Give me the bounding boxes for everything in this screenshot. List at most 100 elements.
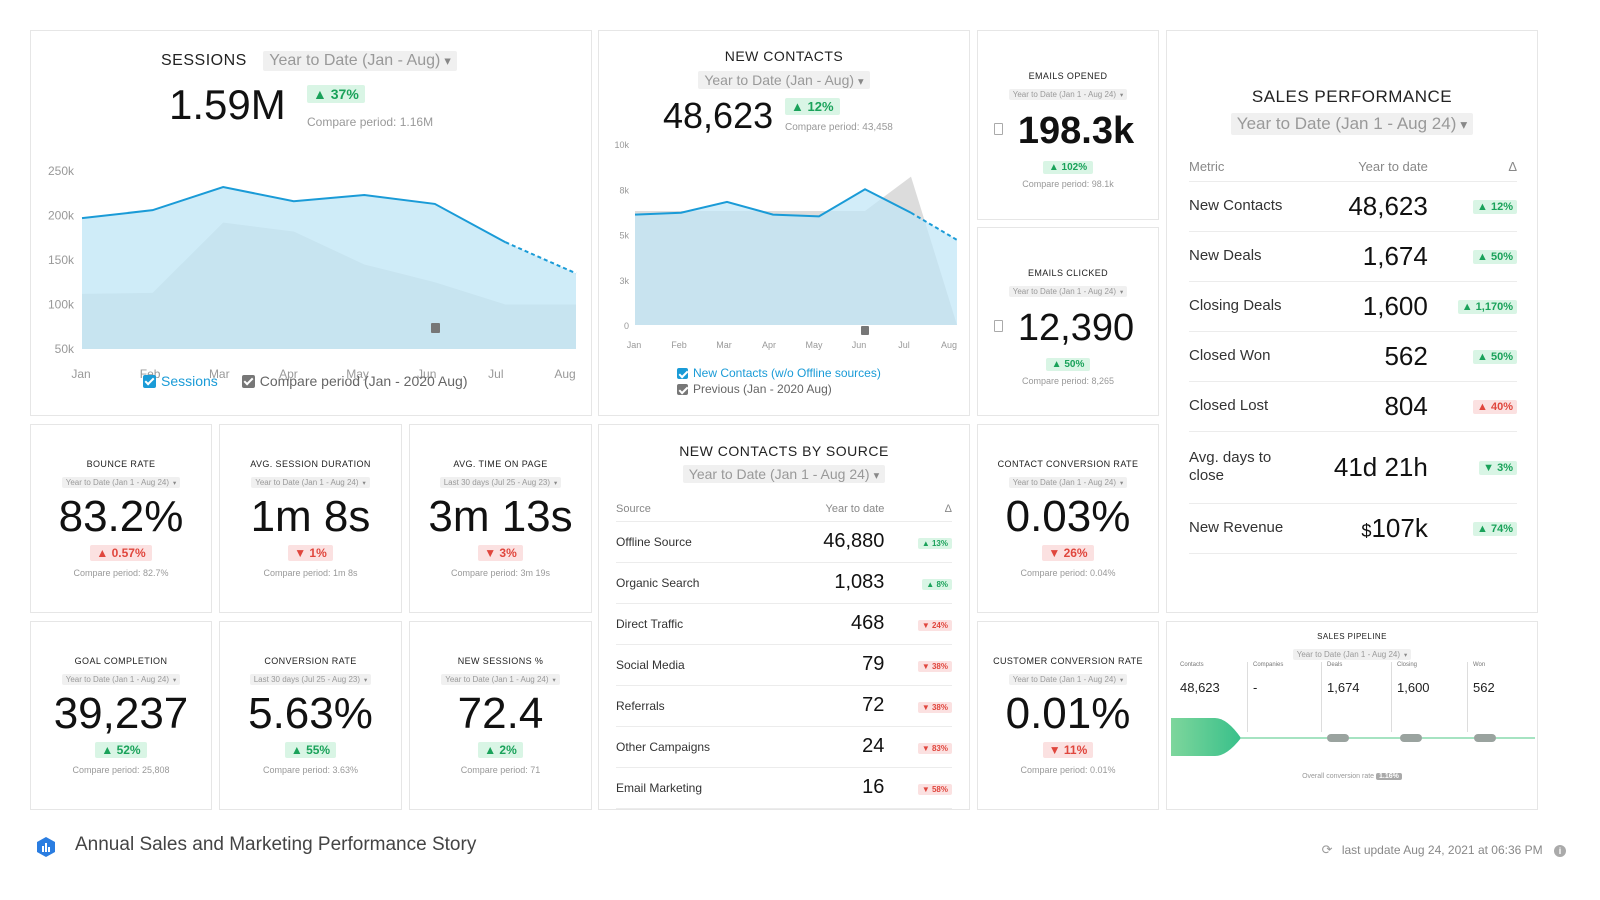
sessions-line-projection [505, 241, 577, 275]
avg-time-on-page-period-dropdown[interactable]: Last 30 days (Jul 25 - Aug 23) ▾ [439, 477, 562, 488]
overall-conversion-label: Overall conversion rate [1302, 773, 1375, 780]
x-tick-label: May [346, 367, 369, 381]
new-contacts-chart: 10k 8k 5k 3k 0 Jan Feb Mar Apr May Jun Jul Aug [614, 140, 958, 350]
conversion-rate-value: 5.63% [248, 689, 373, 738]
checkbox-checked-icon [143, 375, 156, 388]
legend-previous[interactable]: Previous (Jan - 2020 Aug) [677, 381, 881, 397]
bounce-rate-period-dropdown[interactable]: Year to Date (Jan 1 - Aug 24) ▾ [61, 477, 181, 488]
row-label: Referrals [616, 685, 775, 727]
sessions-area [82, 187, 576, 349]
legend-new-contacts[interactable]: New Contacts (w/o Offline sources) [677, 365, 881, 381]
row-value: 46,880 [774, 521, 895, 563]
avg-time-on-page-title: AVG. TIME ON PAGE [453, 459, 548, 469]
emails-opened-period-dropdown[interactable]: Year to Date (Jan 1 - Aug 24) ▾ [1008, 89, 1128, 100]
table-header-row: Source Year to date Δ [616, 497, 952, 522]
row-value: 24 [774, 726, 895, 768]
pipeline-stage: Deals 1,674 [1321, 662, 1360, 732]
column-header-source: Source [616, 497, 775, 522]
customer-conversion-period-dropdown[interactable]: Year to Date (Jan 1 - Aug 24) ▾ [1008, 674, 1128, 685]
row-value: 79 [774, 644, 895, 686]
contacts-by-source-period-dropdown[interactable]: Year to Date (Jan 1 - Aug 24) ▾ [682, 465, 886, 483]
change-badge: ▼ 3% [1479, 461, 1517, 475]
row-value-text: 107k [1371, 512, 1428, 543]
pipeline-stage: Contacts 48,623 [1175, 662, 1220, 732]
pipeline-stages: Contacts 48,623 Companies - Deals 1,674 Closin… [1175, 662, 1535, 772]
change-badge: ▲ 13% [917, 537, 952, 549]
pipeline-stage-value: 1,674 [1327, 680, 1360, 695]
pipeline-stage-label: Contacts [1180, 662, 1204, 668]
legend-compare[interactable]: Compare period (Jan - 2020 Aug) [241, 373, 468, 389]
pipeline-conversion-pill [1327, 734, 1349, 742]
row-label: Other Campaigns [616, 726, 775, 768]
y-tick-label: 0 [624, 321, 629, 331]
row-value: 1,674 [1299, 231, 1438, 282]
emails-opened-change-badge: ▲ 102% [1042, 161, 1094, 174]
row-value: 804 [1299, 381, 1438, 432]
last-update-text: last update Aug 24, 2021 at 06:36 PM [1341, 843, 1543, 857]
sessions-line [81, 185, 506, 244]
legend-sessions[interactable]: Sessions [143, 373, 218, 389]
contact-conversion-title: CONTACT CONVERSION RATE [997, 459, 1139, 469]
contact-conversion-period-dropdown[interactable]: Year to Date (Jan 1 - Aug 24) ▾ [1008, 477, 1128, 488]
sessions-period-dropdown[interactable]: Year to Date (Jan - Aug) ▾ [263, 51, 457, 71]
row-value: $107k [1299, 503, 1438, 554]
chevron-down-icon: ▾ [173, 480, 177, 487]
conversion-rate-card: CONVERSION RATE Last 30 days (Jul 25 - A… [219, 621, 402, 810]
pipeline-stage-label: Won [1473, 662, 1486, 668]
new-contacts-period-dropdown[interactable]: Year to Date (Jan - Aug) ▾ [698, 71, 870, 89]
change-badge: ▲ 8% [922, 578, 952, 590]
y-tick-label: 10k [614, 140, 629, 150]
row-value-text: 804 [1384, 390, 1428, 421]
avg-session-duration-period-dropdown[interactable]: Year to Date (Jan 1 - Aug 24) ▾ [251, 477, 370, 488]
new-sessions-period-dropdown[interactable]: Year to Date (Jan 1 - Aug 24) ▾ [441, 674, 560, 685]
row-value-text: 46,880 [823, 530, 885, 552]
row-label: Direct Traffic [616, 603, 775, 645]
column-header-ytd: Year to date [1299, 153, 1438, 182]
emails-opened-card: EMAILS OPENED Year to Date (Jan 1 - Aug … [977, 30, 1159, 220]
emails-opened-compare: Compare period: 98.1k [1022, 179, 1114, 189]
pipeline-stage-label: Companies [1253, 662, 1284, 668]
y-tick-label: 200k [48, 209, 75, 223]
databox-logo-icon [37, 837, 55, 857]
y-tick-label: 250k [48, 164, 75, 178]
contacts-by-source-table: Source Year to date Δ Offline Source 46,8… [616, 497, 952, 809]
emails-opened-value: 198.3k [1017, 110, 1135, 152]
x-tick-label: Jun [417, 367, 436, 381]
row-label: Avg. days to close [1189, 431, 1299, 504]
row-delta: ▲ 40% [1437, 381, 1517, 432]
conversion-rate-period-dropdown[interactable]: Last 30 days (Jul 25 - Aug 23) ▾ [249, 674, 372, 685]
row-delta: ▼ 24% [894, 603, 952, 645]
checkbox-checked-icon [241, 375, 255, 388]
chevron-down-icon: ▾ [873, 470, 880, 482]
goal-completion-period-dropdown[interactable]: Year to Date (Jan 1 - Aug 24) ▾ [61, 674, 181, 685]
row-value-text: 16 [862, 776, 885, 798]
pipeline-stage-value: 562 [1473, 680, 1495, 695]
goal-completion-title: GOAL COMPLETION [74, 656, 168, 666]
emails-clicked-period-dropdown[interactable]: Year to Date (Jan 1 - Aug 24) ▾ [1008, 286, 1128, 297]
table-row: New Contacts 48,623 ▲ 12% [1189, 181, 1517, 232]
new-contacts-card: NEW CONTACTS Year to Date (Jan - Aug) ▾ 4… [598, 30, 970, 416]
emails-clicked-compare: Compare period: 8,265 [1021, 376, 1115, 386]
row-value-text: 1,600 [1362, 290, 1428, 321]
info-icon[interactable]: i [1554, 845, 1566, 857]
sales-performance-period-dropdown[interactable]: Year to Date (Jan 1 - Aug 24) ▾ [1230, 113, 1474, 135]
x-tick-label: Jul [898, 340, 910, 350]
table-header-row: Metric Year to date Δ [1189, 153, 1517, 182]
customer-conversion-value: 0.01% [1005, 689, 1131, 738]
customer-conversion-compare: Compare period: 0.01% [1020, 765, 1116, 775]
sales-pipeline-period-dropdown[interactable]: Year to Date (Jan 1 - Aug 24) ▾ [1292, 649, 1412, 660]
x-tick-label: Aug [941, 340, 957, 350]
y-tick-label: 3k [619, 276, 629, 286]
row-delta: ▼ 38% [894, 644, 952, 686]
avg-time-on-page-value: 3m 13s [428, 492, 573, 541]
x-tick-label: Jan [627, 340, 642, 350]
table-row: Direct Traffic 468 ▼ 24% [616, 603, 952, 645]
chevron-down-icon: ▾ [1460, 117, 1468, 132]
refresh-icon[interactable]: ⟳ [1321, 842, 1333, 857]
new-contacts-change-badge: ▲ 12% [785, 98, 840, 115]
emails-clicked-title: EMAILS CLICKED [1027, 268, 1109, 278]
table-row: New Deals 1,674 ▲ 50% [1189, 231, 1517, 282]
row-value: 1,083 [774, 562, 895, 604]
pipeline-stage-value: - [1253, 680, 1258, 695]
